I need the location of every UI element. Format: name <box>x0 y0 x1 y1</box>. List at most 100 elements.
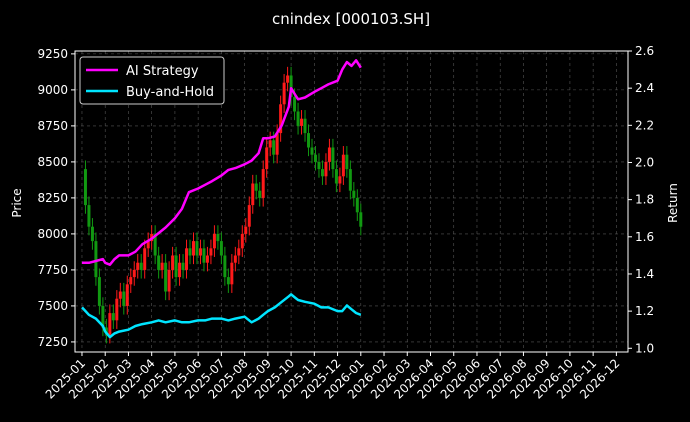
price-candle <box>268 140 272 148</box>
plot-frame <box>74 50 629 353</box>
price-candle <box>293 97 297 112</box>
right-tick-label: 1.0 <box>635 341 654 355</box>
price-candle <box>143 248 147 270</box>
legend: AI Strategy Buy-and-Hold <box>79 56 225 105</box>
price-candle <box>272 140 276 155</box>
strategy-lines <box>81 59 362 339</box>
price-candle <box>289 75 293 98</box>
price-candle <box>296 111 300 126</box>
price-candle <box>237 248 241 256</box>
price-candle <box>118 291 122 299</box>
left-tick-label: 8000 <box>37 227 68 241</box>
price-candle <box>83 169 87 206</box>
left-tick-label: 7750 <box>37 263 68 277</box>
price-candle <box>153 233 157 256</box>
price-candle <box>125 284 129 306</box>
price-candle <box>317 161 321 170</box>
right-tick-label: 2.0 <box>635 155 654 169</box>
price-candle <box>327 147 331 162</box>
right-tick-label: 2.2 <box>635 118 654 132</box>
price-candle <box>282 82 286 105</box>
legend-label-buy-and-hold: Buy-and-Hold <box>126 85 214 100</box>
right-tick-label: 2.4 <box>635 81 654 95</box>
price-candle <box>320 169 324 177</box>
price-candle <box>171 255 175 270</box>
price-candle <box>258 190 262 198</box>
price-candle <box>254 183 258 191</box>
right-tick-label: 2.6 <box>635 44 654 58</box>
chart-title: cnindex [000103.SH] <box>272 10 430 28</box>
price-candle <box>136 262 140 270</box>
price-candle <box>359 212 363 227</box>
price-candle <box>202 248 206 263</box>
price-candle <box>195 241 199 256</box>
price-candle <box>94 241 98 278</box>
price-candle <box>244 226 248 234</box>
price-candle <box>313 154 317 162</box>
right-axis: 1.0 1.2 1.4 1.6 1.8 2.0 2.2 2.4 2.6 <box>628 44 654 355</box>
price-candle <box>122 291 126 306</box>
price-candle <box>192 241 195 256</box>
price-candle <box>300 118 304 126</box>
price-candle <box>132 269 136 278</box>
price-candle <box>209 248 213 256</box>
price-candle <box>223 255 227 278</box>
price-candle <box>212 233 216 249</box>
price-candle <box>331 147 335 170</box>
left-axis: 7250 7500 7750 8000 8250 8500 8750 9000 9250 <box>37 47 75 349</box>
price-candle <box>355 197 359 213</box>
price-candle <box>157 255 161 270</box>
price-candle <box>174 255 178 278</box>
price-candle <box>185 248 189 270</box>
price-candle <box>160 262 164 270</box>
price-candle <box>146 241 150 249</box>
price-candle <box>139 262 143 270</box>
price-candle <box>303 118 307 134</box>
price-candle <box>219 241 223 256</box>
left-tick-label: 8250 <box>37 191 68 205</box>
price-candle <box>279 104 283 134</box>
price-candle <box>226 277 230 285</box>
price-candle <box>129 277 133 285</box>
price-candle <box>181 262 185 270</box>
price-candle <box>233 255 237 263</box>
price-candle <box>286 75 290 83</box>
left-tick-label: 9250 <box>37 47 68 61</box>
price-candle <box>240 233 244 249</box>
price-candle <box>230 262 234 285</box>
price-candle <box>251 183 255 206</box>
price-candle <box>115 298 119 321</box>
right-tick-label: 1.2 <box>635 304 654 318</box>
price-candle <box>345 154 349 170</box>
price-candle <box>216 233 220 242</box>
left-tick-label: 8750 <box>37 119 68 133</box>
left-tick-label: 7250 <box>37 335 68 349</box>
price-candle <box>108 313 112 335</box>
price-candle <box>261 169 265 198</box>
buy-and-hold-line <box>81 293 362 339</box>
left-tick-label: 9000 <box>37 83 68 97</box>
price-candle <box>167 269 171 292</box>
legend-label-ai-strategy: AI Strategy <box>126 64 199 79</box>
price-candle <box>275 133 279 155</box>
price-candles <box>83 66 363 344</box>
price-candle <box>90 226 94 242</box>
price-candle <box>310 147 314 155</box>
price-candle <box>338 176 342 184</box>
price-candle <box>111 313 115 321</box>
ai-strategy-line <box>82 59 362 266</box>
price-candle <box>178 262 182 278</box>
left-tick-label: 8500 <box>37 155 68 169</box>
price-candle <box>352 190 356 198</box>
price-candle <box>164 262 168 292</box>
left-axis-label: Price <box>10 188 24 217</box>
price-candle <box>97 277 101 306</box>
left-tick-label: 7500 <box>37 299 68 313</box>
price-candle <box>205 255 209 263</box>
price-candle <box>87 205 91 227</box>
price-candle <box>348 169 352 191</box>
price-candle <box>324 161 328 177</box>
price-candle <box>334 169 338 184</box>
price-candle <box>198 248 202 256</box>
